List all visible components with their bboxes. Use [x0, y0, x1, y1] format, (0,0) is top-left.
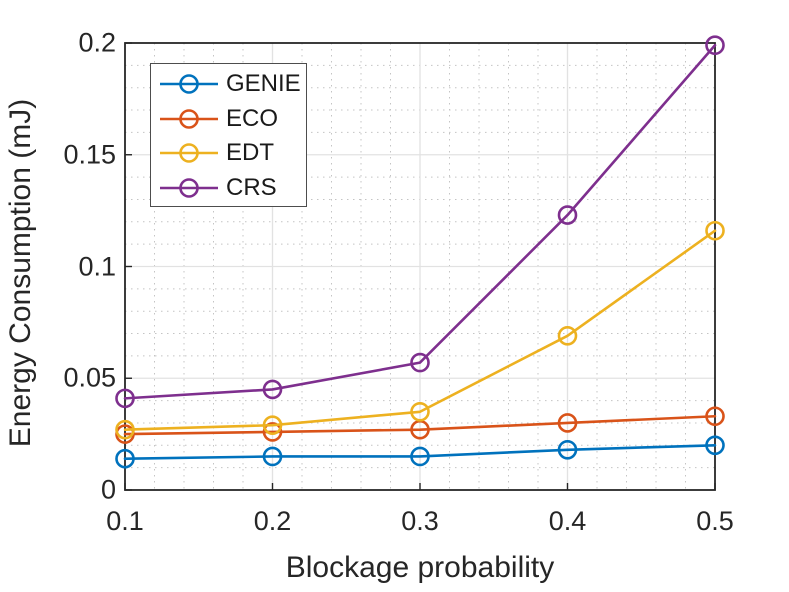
y-tick-label: 0.05 [63, 362, 116, 393]
legend-sample-marker [179, 177, 199, 198]
series-line-edt [123, 229, 717, 431]
marker-crs [115, 388, 135, 409]
legend-line-sample [160, 74, 218, 95]
marker-crs [557, 205, 578, 225]
y-tick-label: 0.15 [63, 139, 116, 170]
x-tick-label: 0.3 [401, 506, 439, 536]
series-line-genie [123, 443, 717, 461]
marker-crs [410, 352, 430, 373]
x-tick-label: 0.5 [696, 506, 734, 536]
legend-line-sample [160, 143, 218, 164]
legend-line-sample [160, 177, 218, 198]
x-tick-label: 0.4 [548, 506, 587, 536]
legend-item-crs: CRS [157, 171, 306, 206]
series-line-eco [123, 414, 717, 436]
legend-sample-marker [179, 108, 199, 129]
legend-item-eco: ECO [157, 102, 306, 137]
legend-label: EDT [226, 139, 274, 167]
legend-sample-marker [179, 143, 199, 164]
marker-edt [705, 220, 725, 241]
marker-edt [557, 325, 578, 346]
marker-genie [115, 448, 135, 469]
legend-line-sample [160, 108, 218, 129]
y-tick-label: 0.1 [78, 251, 116, 281]
series-line-crs [123, 43, 717, 400]
y-tick-label: 0.2 [78, 27, 116, 58]
marker-genie [410, 446, 430, 467]
marker-edt [115, 419, 135, 440]
legend-label: CRS [226, 173, 277, 201]
legend-sample-marker [179, 74, 199, 95]
marker-genie [262, 446, 283, 467]
y-axis-label: Energy Consumption (mJ) [4, 98, 37, 448]
marker-genie [557, 439, 578, 460]
legend-label: GENIE [226, 70, 301, 98]
marker-eco [262, 422, 283, 442]
marker-edt [410, 401, 430, 422]
legend-item-genie: GENIE [157, 67, 306, 102]
y-tick-label: 0 [100, 474, 116, 505]
legend-label: ECO [226, 104, 279, 132]
marker-crs [262, 379, 283, 400]
marker-genie [705, 435, 725, 456]
marker-eco [705, 406, 725, 427]
legend-item-edt: EDT [157, 136, 306, 171]
x-tick-label: 0.2 [253, 506, 292, 536]
x-axis-label: Blockage probability [285, 551, 555, 584]
marker-eco [557, 413, 578, 433]
marker-edt [262, 415, 283, 435]
marker-crs [705, 35, 725, 56]
legend: GENIE ECO EDT CRS [150, 63, 307, 207]
x-tick-label: 0.1 [106, 506, 144, 536]
